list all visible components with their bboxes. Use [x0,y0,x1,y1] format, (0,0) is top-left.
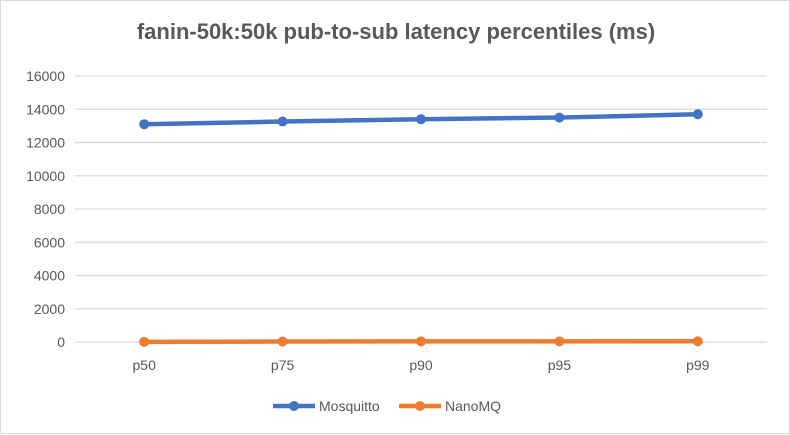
y-tick-label: 4000 [34,268,65,284]
x-tick-label: p90 [409,357,433,373]
x-tick-label: p75 [271,357,295,373]
y-tick-label: 0 [57,334,65,350]
x-tick-label: p50 [133,357,157,373]
chart-title: fanin-50k:50k pub-to-sub latency percent… [136,19,656,44]
data-point [416,114,426,125]
data-point [139,119,150,130]
y-tick-label: 10000 [26,168,65,184]
legend-label: Mosquitto [319,398,380,414]
data-point [554,336,565,347]
y-tick-label: 8000 [34,201,65,217]
y-tick-label: 6000 [34,234,65,250]
x-tick-label: p99 [686,357,710,373]
y-tick-label: 2000 [34,301,65,317]
data-point [692,109,703,120]
y-tick-label: 12000 [26,135,65,151]
legend-label: NanoMQ [445,398,501,414]
data-point [277,336,288,347]
data-point [416,336,426,347]
data-point [277,116,288,127]
data-point [139,336,150,347]
legend-marker [289,401,299,411]
y-tick-label: 16000 [26,68,65,84]
data-point [554,112,565,123]
y-tick-label: 14000 [26,101,65,117]
data-point [692,336,703,347]
legend-marker [415,401,425,411]
x-tick-label: p95 [548,357,572,373]
